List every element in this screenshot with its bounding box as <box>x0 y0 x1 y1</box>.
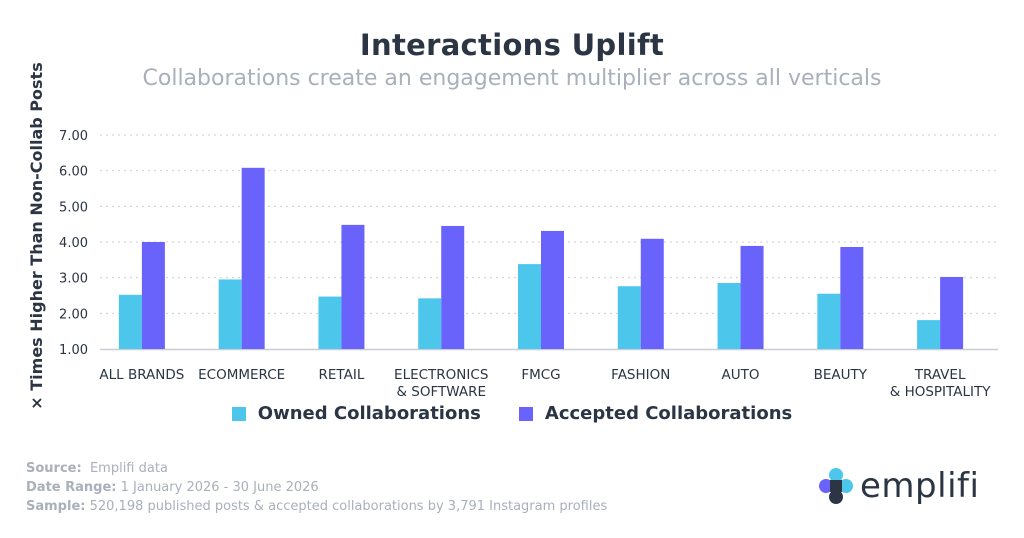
bar-accepted <box>940 276 964 349</box>
bar-owned <box>418 298 442 349</box>
date-range-value: 1 January 2026 - 30 June 2026 <box>120 480 319 495</box>
x-tick-label: & SOFTWARE <box>396 384 486 400</box>
x-tick-label: ECOMMERCE <box>198 367 285 383</box>
legend-item-accepted: Accepted Collaborations <box>518 403 793 424</box>
x-tick-label: AUTO <box>722 367 760 383</box>
bar-owned <box>218 279 242 349</box>
bar-accepted <box>541 230 564 349</box>
y-tick-label: 3.00 <box>59 272 88 287</box>
bar-accepted <box>241 167 265 349</box>
bar-accepted <box>740 245 764 349</box>
bar-owned <box>817 293 841 349</box>
sample-line: Sample: 520,198 published posts & accept… <box>26 497 607 516</box>
y-tick-label: 6.00 <box>59 165 88 180</box>
legend-swatch-owned <box>231 406 246 421</box>
x-tick-label: ELECTRONICS <box>394 367 488 383</box>
bar-accepted <box>640 238 664 349</box>
source-label: Source: <box>26 461 82 476</box>
source-line: Source: Emplifi data <box>26 459 607 478</box>
legend-item-owned: Owned Collaborations <box>231 403 481 424</box>
legend-swatch-accepted <box>518 406 533 421</box>
bar-accepted <box>341 224 365 349</box>
bar-chart: 1.00 2.00 3.00 4.00 5.00 6.00 7.00 ALL BRANDS EC… <box>59 129 998 400</box>
footer-notes: Source: Emplifi data Date Range: 1 Janua… <box>26 459 607 516</box>
emplifi-logo-text: emplifi <box>860 466 980 506</box>
date-range-label: Date Range: <box>26 480 117 495</box>
legend: Owned Collaborations Accepted Collaborat… <box>0 403 1024 424</box>
bar-owned <box>518 264 541 349</box>
sample-value: 520,198 published posts & accepted colla… <box>89 499 608 514</box>
chart-subtitle: Collaborations create an engagement mult… <box>142 66 882 91</box>
emplifi-logo-icon <box>819 468 853 504</box>
bar-accepted <box>141 242 165 349</box>
x-tick-label: RETAIL <box>319 367 365 383</box>
legend-label-accepted: Accepted Collaborations <box>544 403 793 424</box>
source-value: Emplifi data <box>89 461 168 476</box>
y-tick-label: 1.00 <box>59 343 88 358</box>
bar-owned <box>917 320 941 349</box>
y-tick-label: 2.00 <box>59 307 88 322</box>
bar-owned <box>717 283 741 349</box>
x-tick-label: & HOSPITALITY <box>890 384 991 400</box>
x-tick-label: FASHION <box>611 367 670 383</box>
emplifi-logo: emplifi <box>818 466 979 506</box>
x-tick-label: ALL BRANDS <box>99 367 184 383</box>
sample-label: Sample: <box>26 499 86 514</box>
date-range-line: Date Range: 1 January 2026 - 30 June 202… <box>26 478 607 497</box>
chart-title: Interactions Uplift <box>359 28 665 62</box>
bar-owned <box>617 286 641 349</box>
y-tick-label: 5.00 <box>59 200 88 215</box>
bar-owned <box>118 294 142 349</box>
y-tick-label: 7.00 <box>59 129 88 144</box>
x-tick-label: BEAUTY <box>814 367 868 383</box>
legend-label-owned: Owned Collaborations <box>257 403 481 424</box>
x-tick-label: FMCG <box>521 367 560 383</box>
bar-owned <box>318 296 342 349</box>
x-tick-label: TRAVEL <box>914 367 966 383</box>
y-tick-label: 4.00 <box>59 236 88 251</box>
bar-accepted <box>840 246 864 349</box>
bar-accepted <box>441 225 465 349</box>
